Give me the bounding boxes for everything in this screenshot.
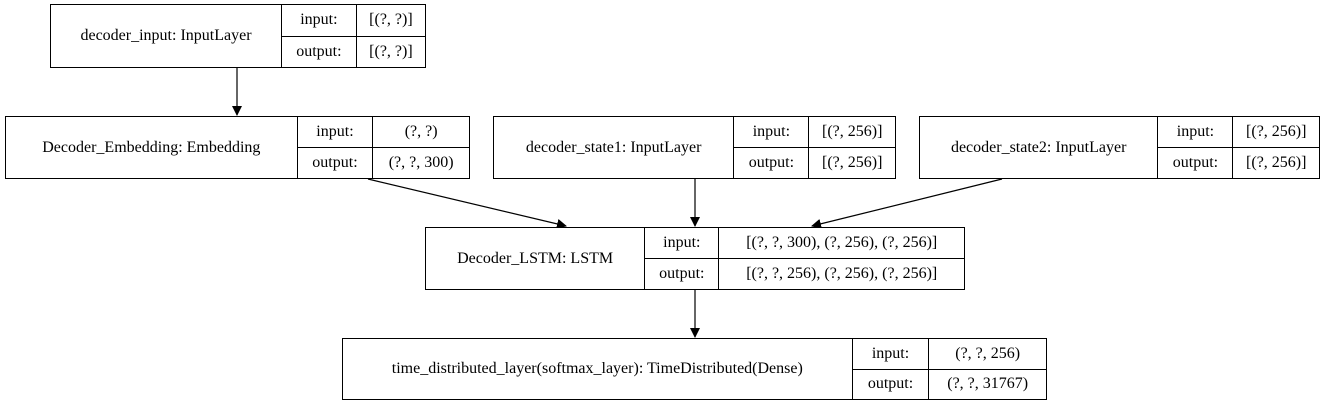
output-shape: (?, ?, 300): [388, 154, 454, 171]
input-label: input:: [645, 228, 719, 259]
input-label: input:: [734, 117, 809, 148]
output-label: output:: [1172, 154, 1219, 171]
node-name: time_distributed_layer(softmax_layer): T…: [343, 339, 853, 399]
node-name: decoder_state1: InputLayer: [494, 117, 735, 178]
node-name: Decoder_LSTM: LSTM: [426, 228, 646, 289]
edge-embedding-to-lstm: [367, 178, 567, 229]
output-label: output:: [748, 154, 795, 171]
output-shape: [(?, ?)]: [369, 42, 413, 60]
node-decoder-input: decoder_input: InputLayer input: output:…: [50, 4, 426, 68]
input-shape: (?, ?): [373, 117, 469, 148]
input-shape: (?, ?, 256): [929, 339, 1046, 370]
node-name: Decoder_Embedding: Embedding: [6, 117, 298, 178]
node-time-distributed-layer: time_distributed_layer(softmax_layer): T…: [342, 338, 1047, 400]
output-shape: [(?, 256)]: [822, 154, 883, 171]
output-shape: [(?, 256)]: [1246, 154, 1307, 171]
output-label: output:: [296, 42, 342, 60]
input-shape: [(?, 256)]: [809, 117, 895, 148]
output-shape: (?, ?, 31767): [947, 375, 1029, 393]
input-shape: [(?, ?, 300), (?, 256), (?, 256)]: [719, 228, 964, 259]
node-name: decoder_state2: InputLayer: [920, 117, 1159, 178]
output-label: output:: [867, 375, 914, 393]
node-decoder-state2: decoder_state2: InputLayer input: output…: [919, 116, 1320, 179]
node-decoder-state1: decoder_state1: InputLayer input: output…: [493, 116, 896, 179]
input-shape: [(?, 256)]: [1233, 117, 1319, 148]
output-shape: [(?, ?, 256), (?, 256), (?, 256)]: [746, 265, 938, 282]
output-label: output:: [659, 265, 705, 282]
input-label: input:: [297, 117, 373, 148]
input-label: input:: [281, 5, 356, 37]
node-name: decoder_input: InputLayer: [51, 5, 282, 67]
input-shape: [(?, ?)]: [356, 5, 425, 37]
input-label: input:: [852, 339, 929, 370]
node-decoder-embedding: Decoder_Embedding: Embedding input: outp…: [5, 116, 470, 179]
edge-state2-to-lstm: [811, 178, 1003, 229]
node-decoder-lstm: Decoder_LSTM: LSTM input: output: [(?, ?…: [425, 227, 965, 290]
output-label: output:: [312, 154, 358, 171]
input-label: input:: [1158, 117, 1233, 148]
